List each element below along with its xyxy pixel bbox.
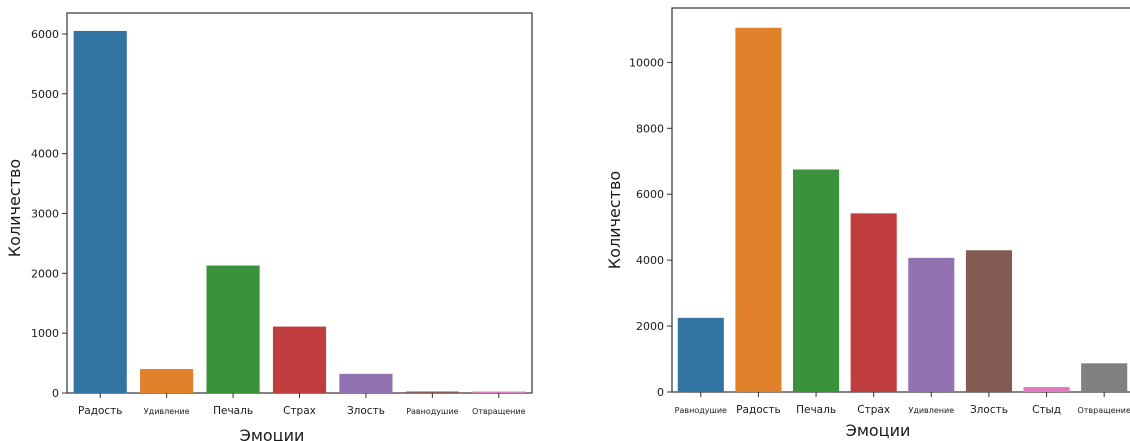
y-axis-title: Количество	[605, 171, 624, 269]
bar-Равнодушие	[406, 392, 459, 394]
y-tick-label: 2000	[636, 320, 664, 333]
x-tick-label: Радость	[736, 404, 781, 416]
bar-Отвращение	[472, 392, 525, 394]
x-tick-label: Равнодушие	[406, 407, 458, 416]
bar-Удивление	[908, 258, 954, 392]
x-tick-label: Страх	[857, 404, 890, 416]
y-axis-title: Количество	[5, 159, 24, 257]
emotions-chart-right: 0 2000 4000 6000 8000 10000 Равнодушие Радость П…	[565, 0, 1130, 441]
bar-Страх	[273, 327, 326, 393]
x-tick-label: Радость	[78, 405, 123, 417]
x-axis-title: Эмоции	[846, 421, 911, 440]
bar-Удивление	[140, 369, 193, 393]
bar-Злость	[339, 374, 392, 393]
y-tick-label: 6000	[636, 188, 664, 201]
bar-Отвращение	[1081, 363, 1127, 392]
y-tick-label: 6000	[31, 28, 59, 41]
x-tick-label: Отвращение	[1077, 406, 1130, 415]
y-tick-label: 4000	[31, 148, 59, 161]
bar-Равнодушие	[678, 318, 724, 392]
x-tick-label: Печаль	[213, 405, 253, 417]
bar-Печаль	[207, 266, 260, 393]
x-tick-label: Злость	[347, 405, 385, 417]
x-tick-label: Равнодушие	[675, 406, 727, 415]
x-tick-label: Удивление	[144, 407, 190, 416]
y-tick-label: 8000	[636, 122, 664, 135]
y-tick-label: 5000	[31, 88, 59, 101]
y-tick-label: 10000	[629, 56, 664, 69]
x-tick-label: Страх	[283, 405, 316, 417]
x-tick-label: Печаль	[796, 404, 836, 416]
y-tick-label: 2000	[31, 267, 59, 280]
y-tick-label: 4000	[636, 254, 664, 267]
bar-Радость	[735, 28, 781, 392]
bar-Страх	[851, 213, 897, 392]
y-tick-label: 0	[52, 387, 59, 400]
x-tick-label: Отвращение	[472, 407, 526, 416]
x-tick-label: Злость	[970, 404, 1008, 416]
bar-Злость	[966, 250, 1012, 392]
bar-Стыд	[1024, 387, 1070, 392]
y-tick-label: 1000	[31, 327, 59, 340]
bar-Печаль	[793, 170, 839, 392]
y-tick-label: 0	[657, 386, 664, 399]
x-tick-label: Стыд	[1032, 404, 1061, 416]
emotions-chart-left: 0 1000 2000 3000 4000 5000 6000 Радость Удивлени…	[0, 0, 565, 441]
bar-Радость	[74, 31, 127, 393]
x-tick-label: Удивление	[908, 406, 954, 415]
y-tick-label: 3000	[31, 207, 59, 220]
x-axis-title: Эмоции	[240, 426, 305, 441]
